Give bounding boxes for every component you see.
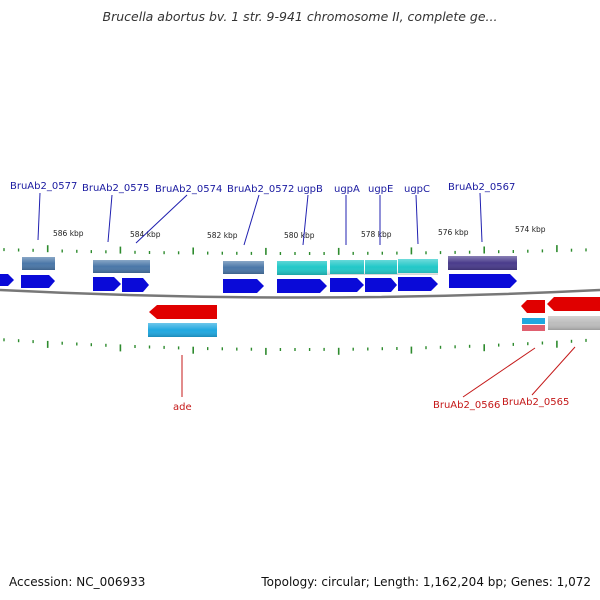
scale-label-576: 576 kbp — [438, 228, 469, 237]
cds-arrow-0577[interactable] — [21, 275, 55, 288]
cds-forward — [0, 274, 517, 293]
cds-arrow-0572[interactable] — [223, 279, 264, 293]
scale-label-574: 574 kbp — [515, 225, 546, 234]
feature-bar-0566-bottom[interactable] — [522, 325, 545, 331]
cds-arrow-0566[interactable] — [521, 300, 545, 313]
feature-bar-shade — [148, 323, 217, 337]
feature-bar-shade — [22, 257, 55, 270]
topology-summary: Topology: circular; Length: 1,162,204 bp… — [261, 575, 591, 589]
feature-bars-bottom — [148, 316, 600, 337]
gene-label-ade[interactable]: ade — [173, 402, 192, 413]
cds-arrow-edge[interactable] — [0, 274, 14, 286]
gene-label-ugpB[interactable]: ugpB — [297, 184, 323, 195]
gene-label-0572[interactable]: BruAb2_0572 — [227, 184, 294, 195]
feature-bar-shade — [548, 316, 600, 330]
cds-arrow-ugpA[interactable] — [330, 278, 364, 292]
cds-arrow-ugpE[interactable] — [365, 278, 397, 292]
cds-arrow-ade[interactable] — [149, 305, 217, 319]
leader-0566 — [462, 347, 536, 398]
scale-label-582: 582 kbp — [207, 231, 238, 240]
cds-arrow-0565[interactable] — [547, 297, 600, 311]
scale-labels: 586 kbp 584 kbp 582 kbp 580 kbp 578 kbp … — [53, 225, 546, 240]
scale-label-580: 580 kbp — [284, 231, 315, 240]
feature-bar-shade — [223, 261, 264, 274]
leader-0572 — [243, 194, 260, 246]
chromosome-backbone — [0, 288, 600, 299]
cds-arrow-0567[interactable] — [449, 274, 517, 288]
scale-label-586: 586 kbp — [53, 229, 84, 238]
gene-labels-bottom: ade BruAb2_0566 BruAb2_0565 — [173, 397, 569, 413]
cds-arrow-0575[interactable] — [93, 277, 121, 291]
map-title: Brucella abortus bv. 1 str. 9-941 chromo… — [102, 9, 498, 24]
leader-0577 — [37, 192, 41, 241]
gene-label-ugpA[interactable]: ugpA — [334, 184, 360, 195]
leader-ugpB — [302, 194, 309, 246]
gene-label-0567[interactable]: BruAb2_0567 — [448, 182, 515, 193]
leader-0567 — [479, 192, 483, 243]
feature-bar-0566-top[interactable] — [522, 318, 545, 324]
tick-marks-bottom — [3, 338, 587, 355]
feature-bar-shade — [448, 256, 517, 270]
cds-arrow-ugpB[interactable] — [277, 279, 327, 293]
gene-label-0577[interactable]: BruAb2_0577 — [10, 181, 77, 192]
cds-arrow-0574[interactable] — [122, 278, 149, 292]
leader-0574 — [135, 194, 188, 244]
accession-text: Accession: NC_006933 — [9, 575, 146, 589]
leader-0565 — [531, 346, 576, 396]
gene-label-ugpE[interactable]: ugpE — [368, 184, 393, 195]
gene-labels-top: BruAb2_0577 BruAb2_0575 BruAb2_0574 BruA… — [10, 181, 515, 195]
feature-bar-shade — [277, 259, 438, 275]
cds-arrow-ugpC[interactable] — [398, 277, 438, 291]
feature-bars-top — [22, 256, 517, 275]
leader-lines-bottom — [181, 346, 576, 398]
leader-lines-top — [37, 192, 483, 246]
leader-0575 — [107, 194, 113, 243]
gene-label-0565[interactable]: BruAb2_0565 — [502, 397, 569, 408]
cds-reverse — [149, 297, 600, 319]
gene-label-0574[interactable]: BruAb2_0574 — [155, 184, 222, 195]
gene-label-0566[interactable]: BruAb2_0566 — [433, 400, 500, 411]
gene-label-ugpC[interactable]: ugpC — [404, 184, 430, 195]
feature-bar-shade — [93, 260, 150, 273]
gene-label-0575[interactable]: BruAb2_0575 — [82, 183, 149, 194]
tick-marks-top — [3, 245, 587, 255]
leader-ugpC — [415, 194, 419, 245]
scale-label-578: 578 kbp — [361, 230, 392, 239]
